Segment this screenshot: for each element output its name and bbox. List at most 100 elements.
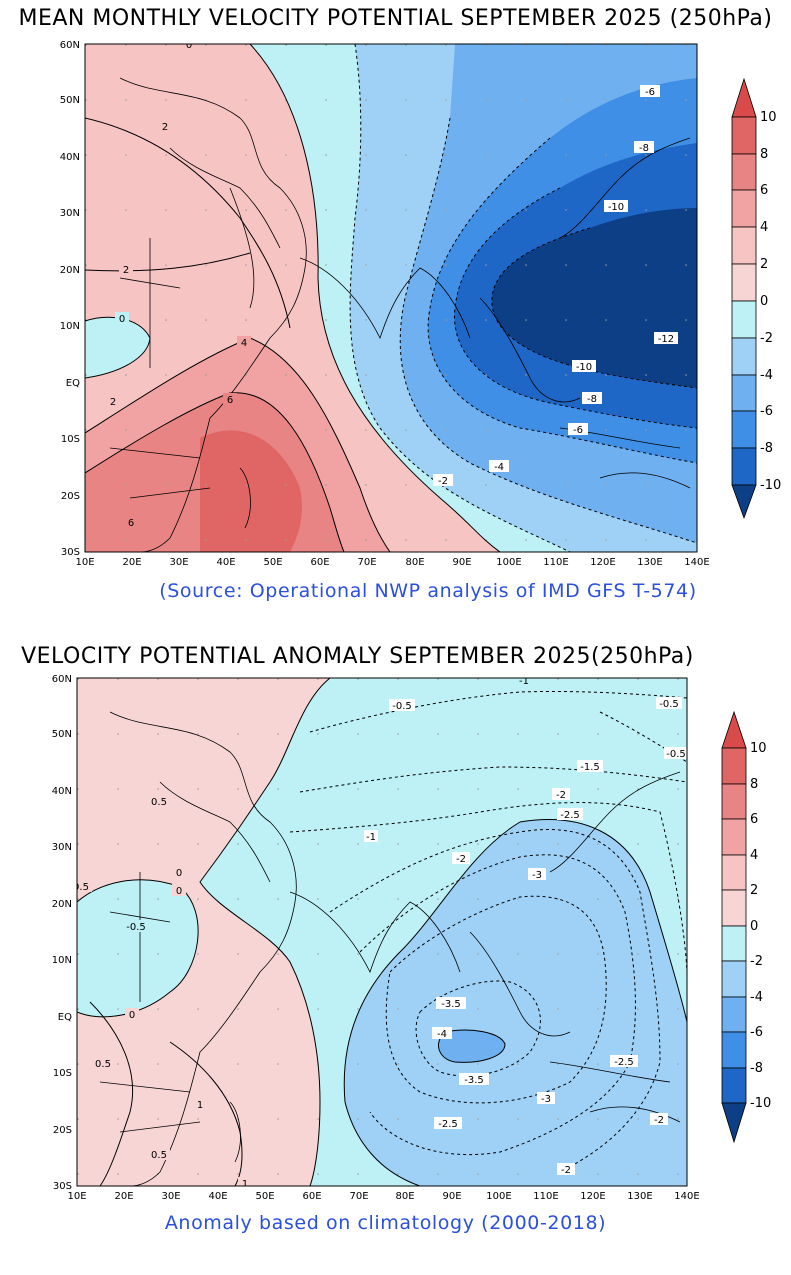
- map2-lat-axis: 60N 50N 40N 30N 20N 10N EQ 10S 20S 30S: [52, 674, 72, 1192]
- svg-text:10N: 10N: [52, 955, 72, 966]
- svg-text:120E: 120E: [580, 1191, 605, 1202]
- svg-text:0.5: 0.5: [151, 1150, 167, 1161]
- svg-text:30N: 30N: [60, 208, 80, 219]
- svg-text:-10: -10: [750, 1096, 771, 1111]
- svg-text:4: 4: [760, 220, 768, 235]
- contour-label: -1: [364, 830, 378, 843]
- svg-text:20N: 20N: [60, 265, 80, 276]
- contour-label: 0: [115, 312, 129, 325]
- svg-text:40E: 40E: [208, 1191, 227, 1202]
- contour-label: -3.5: [459, 1073, 489, 1086]
- grid-dots: [77, 678, 687, 1186]
- contour-label: 0: [172, 866, 186, 879]
- contour-dashed: [289, 690, 687, 1173]
- contour-label: -2: [557, 1163, 575, 1176]
- contour-label: -3: [528, 868, 546, 881]
- contour-label: 1: [238, 1177, 252, 1190]
- svg-text:70E: 70E: [349, 1191, 368, 1202]
- svg-text:10N: 10N: [60, 321, 80, 332]
- svg-text:50N: 50N: [60, 95, 80, 106]
- svg-text:-6: -6: [750, 1025, 763, 1040]
- svg-text:10E: 10E: [67, 1191, 86, 1202]
- svg-text:-2: -2: [561, 1165, 571, 1176]
- svg-text:-10: -10: [608, 202, 624, 213]
- svg-text:1: 1: [197, 1100, 203, 1111]
- svg-text:EQ: EQ: [66, 378, 80, 389]
- map1-frame: [84, 43, 698, 553]
- svg-text:30S: 30S: [61, 547, 80, 558]
- svg-text:-3: -3: [541, 1094, 551, 1105]
- svg-text:-6: -6: [760, 404, 773, 419]
- svg-text:-1: -1: [519, 676, 529, 687]
- contour-label: -2: [433, 474, 453, 487]
- contour-label: -6: [568, 423, 588, 436]
- svg-text:0.5: 0.5: [95, 1059, 111, 1070]
- contour-label-boxes: -6 -8 -10 -12 -10 -8 -6 -4 -2 2 2 0 4 6 …: [106, 44, 678, 529]
- svg-text:-3.5: -3.5: [464, 1075, 484, 1086]
- map1-lat-axis: 60N 50N 40N 30N 20N 10N EQ 10S 20S 30S: [60, 40, 80, 558]
- contour-lines: [85, 44, 697, 552]
- svg-text:10S: 10S: [53, 1068, 72, 1079]
- contour-label: -0.5: [656, 697, 682, 710]
- contour-label: -2: [552, 788, 570, 801]
- svg-text:-6: -6: [573, 425, 583, 436]
- svg-text:-4: -4: [437, 1029, 447, 1040]
- svg-text:-10: -10: [760, 478, 781, 493]
- svg-text:-0.5: -0.5: [392, 701, 412, 712]
- svg-text:4: 4: [241, 338, 247, 349]
- svg-text:0.5: 0.5: [151, 797, 167, 808]
- svg-text:120E: 120E: [590, 557, 615, 568]
- svg-text:6: 6: [750, 812, 758, 827]
- contour-label: 0.5: [148, 1148, 170, 1161]
- svg-text:60E: 60E: [310, 557, 329, 568]
- map1-source: (Source: Operational NWP analysis of IMD…: [159, 580, 697, 602]
- svg-text:40E: 40E: [216, 557, 235, 568]
- contour-label: 0.5: [148, 795, 170, 808]
- contour-label: 0: [172, 884, 186, 897]
- svg-text:-8: -8: [760, 441, 773, 456]
- svg-text:10: 10: [750, 741, 767, 756]
- contour-label: 6: [223, 393, 237, 406]
- svg-text:-2: -2: [654, 1115, 664, 1126]
- svg-text:0: 0: [119, 314, 125, 325]
- svg-text:6: 6: [760, 183, 768, 198]
- contour-label: -4: [489, 460, 509, 473]
- svg-text:8: 8: [750, 777, 758, 792]
- svg-text:110E: 110E: [533, 1191, 558, 1202]
- contour-label: 4: [237, 336, 251, 349]
- contour-label: -6: [640, 85, 660, 98]
- map2-colorbar: 10 8 6 4 2 0 -2 -4 -6 -8 -10: [721, 710, 771, 1144]
- map2-frame: [76, 677, 688, 1187]
- svg-text:-1.5: -1.5: [580, 762, 600, 773]
- grid-dots: [85, 44, 697, 552]
- svg-text:60N: 60N: [52, 674, 72, 685]
- svg-text:1: 1: [242, 1179, 248, 1190]
- svg-text:0: 0: [176, 886, 182, 897]
- svg-text:6: 6: [128, 518, 134, 529]
- svg-text:-2.5: -2.5: [438, 1119, 458, 1130]
- svg-text:2: 2: [162, 122, 168, 133]
- contour-label: -1.5: [577, 760, 603, 773]
- contour-label-boxes: -1 -0.5 -0.5 -0.5 -1.5 -2 -2.5 -2 -3 -1 …: [77, 676, 687, 1190]
- map1-colorbar: 10 8 6 4 2 0 -2 -4 -6 -8 -10: [731, 77, 781, 520]
- svg-text:10: 10: [760, 110, 777, 125]
- svg-text:100E: 100E: [486, 1191, 511, 1202]
- contour-label: 1: [193, 1098, 207, 1111]
- svg-text:-3.5: -3.5: [441, 999, 461, 1010]
- svg-text:50N: 50N: [52, 729, 72, 740]
- svg-text:-2: -2: [750, 954, 763, 969]
- svg-text:10S: 10S: [61, 434, 80, 445]
- contour-label: -10: [604, 200, 628, 213]
- map2-source: Anomaly based on climatology (2000-2018): [164, 1212, 607, 1234]
- svg-text:20E: 20E: [114, 1191, 133, 1202]
- contour-label: 0: [182, 44, 196, 51]
- svg-text:-1: -1: [366, 832, 376, 843]
- svg-text:40N: 40N: [60, 152, 80, 163]
- svg-text:-10: -10: [576, 362, 592, 373]
- svg-text:EQ: EQ: [58, 1012, 72, 1023]
- svg-text:2: 2: [760, 257, 768, 272]
- svg-text:-8: -8: [639, 143, 649, 154]
- svg-text:130E: 130E: [627, 1191, 652, 1202]
- svg-text:-8: -8: [587, 394, 597, 405]
- contour-label: 0: [125, 1008, 139, 1021]
